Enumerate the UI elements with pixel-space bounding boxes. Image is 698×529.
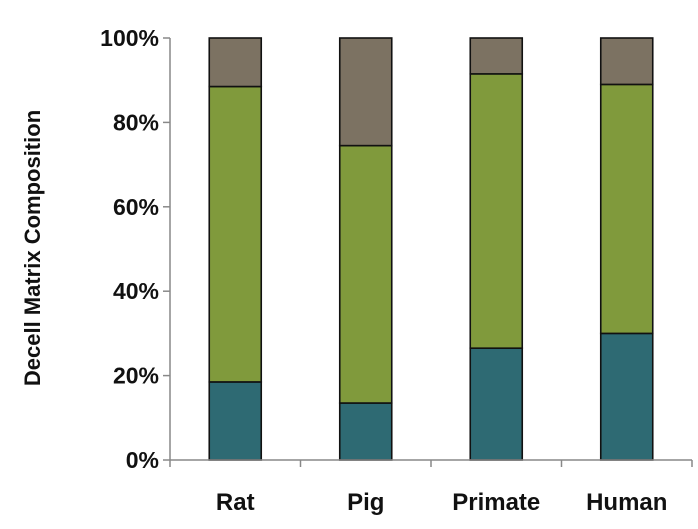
bar-pig-segment-2 — [338, 144, 393, 404]
axis-ticks: Rat Pig Primate Human 0% 20% 40% 60% 80% 100% — [100, 25, 693, 516]
bar-human-segment-1 — [599, 332, 654, 461]
bar-pig-segment-1 — [338, 402, 393, 461]
bar-primate-segment-1 — [469, 347, 524, 461]
bar-primate-segment-2 — [469, 73, 524, 349]
bar-group — [208, 37, 654, 461]
bar-rat-segment-2 — [208, 85, 263, 383]
bar-human-segment-2 — [599, 83, 654, 335]
y-tick-label-80pct: 80% — [113, 109, 159, 135]
bar-rat-segment-1 — [208, 381, 263, 461]
bar-pig-segment-3 — [338, 37, 393, 147]
y-tick-label-20pct: 20% — [113, 363, 159, 389]
x-tick-label-pig: Pig — [347, 489, 384, 516]
y-axis-title: Decell Matrix Composition — [20, 110, 45, 386]
x-tick-label-rat: Rat — [216, 489, 255, 516]
y-tick-label-60pct: 60% — [113, 194, 159, 220]
y-tick-label-0pct: 0% — [126, 447, 159, 473]
x-tick-label-primate: Primate — [452, 489, 540, 516]
y-tick-label-100pct: 100% — [100, 25, 159, 51]
x-tick-label-human: Human — [586, 489, 667, 516]
bar-primate-segment-3 — [469, 37, 524, 75]
bar-human-segment-3 — [599, 37, 654, 86]
bar-rat-segment-3 — [208, 37, 263, 88]
y-tick-label-40pct: 40% — [113, 278, 159, 304]
